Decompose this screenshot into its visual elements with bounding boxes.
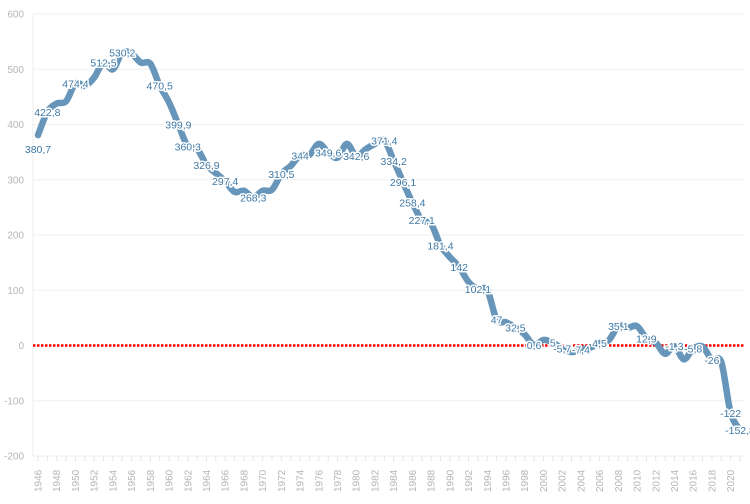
- x-tick-label: 2008: [614, 469, 625, 492]
- x-tick-label: 2018: [707, 469, 718, 492]
- x-tick-label: 1950: [71, 469, 82, 492]
- data-label: -122: [720, 408, 741, 420]
- data-label: 47: [491, 315, 503, 327]
- x-tick-label: 1974: [296, 469, 307, 492]
- y-tick-label: 300: [7, 175, 24, 186]
- data-label: 142: [450, 262, 468, 274]
- x-tick-label: 1972: [277, 469, 288, 492]
- data-label: 342,6: [343, 151, 369, 163]
- x-tick-label: 2010: [633, 469, 644, 492]
- data-label: 5: [550, 338, 556, 350]
- y-tick-label: 600: [7, 10, 24, 21]
- data-label: 371,4: [371, 135, 397, 147]
- x-tick-label: 2014: [670, 469, 681, 492]
- x-tick-label: 1982: [370, 469, 381, 492]
- y-tick-label: 400: [7, 120, 24, 131]
- x-tick-label: 2016: [689, 469, 700, 492]
- y-tick-label: -100: [4, 396, 24, 407]
- data-label: 470,5: [147, 81, 173, 93]
- x-tick-label: 1968: [239, 469, 250, 492]
- x-tick-label: 1996: [502, 469, 513, 492]
- data-label: 12,9: [636, 333, 657, 345]
- x-tick-label: 1952: [90, 469, 101, 492]
- y-tick-label: 200: [7, 231, 24, 242]
- x-tick-label: 1964: [202, 469, 213, 492]
- x-tick-label: 2000: [539, 469, 550, 492]
- data-label: 258,4: [399, 198, 425, 210]
- data-label: 422,8: [34, 107, 60, 119]
- y-tick-label: -200: [4, 452, 24, 463]
- data-label: 399,9: [165, 120, 191, 132]
- x-tick-label: 1978: [333, 469, 344, 492]
- data-label: -5,8: [684, 344, 702, 356]
- data-label: 349,6: [315, 147, 341, 159]
- data-label: 334,2: [381, 156, 407, 168]
- x-tick-label: 1984: [389, 469, 400, 492]
- data-label: 0,6: [527, 340, 542, 352]
- x-tick-label: 2004: [576, 469, 587, 492]
- x-tick-label: 2002: [558, 469, 569, 492]
- data-label: 326,9: [193, 160, 219, 172]
- x-tick-label: 1998: [520, 469, 531, 492]
- x-tick-label: 1966: [221, 469, 232, 492]
- series-line: [34, 48, 744, 434]
- x-tick-label: 1970: [258, 469, 269, 492]
- data-label: 344: [291, 150, 309, 162]
- x-tick-label: 1962: [183, 469, 194, 492]
- x-tick-label: 1958: [146, 469, 157, 492]
- data-label: 310,5: [268, 169, 294, 181]
- x-tick-label: 1946: [34, 469, 45, 492]
- x-tick-label: 2020: [726, 469, 737, 492]
- data-label: -1,3: [665, 341, 683, 353]
- data-label: 32,5: [505, 323, 526, 335]
- data-label: 4,5: [592, 338, 607, 350]
- data-label: 296,1: [390, 177, 416, 189]
- data-label: 512,5: [90, 57, 116, 69]
- data-label: 474,4: [62, 78, 88, 90]
- data-label: -152,8: [725, 425, 750, 437]
- x-tick-label: 1994: [483, 469, 494, 492]
- data-label: 35,1: [608, 321, 629, 333]
- data-label: 360,3: [175, 141, 201, 153]
- data-label: 102,1: [465, 284, 491, 296]
- data-label: 297,4: [212, 176, 238, 188]
- x-tick-label: 1948: [52, 469, 63, 492]
- x-tick-label: 1990: [445, 469, 456, 492]
- x-tick-label: 2006: [595, 469, 606, 492]
- x-tick-label: 1956: [127, 469, 138, 492]
- data-label: -5,7: [553, 344, 571, 356]
- x-tick-label: 1988: [427, 469, 438, 492]
- x-tick-label: 1986: [408, 469, 419, 492]
- y-tick-label: 100: [7, 286, 24, 297]
- data-label: 227,1: [409, 215, 435, 227]
- x-tick-label: 1960: [165, 469, 176, 492]
- data-label: 530,2: [109, 48, 135, 60]
- y-tick-label: 0: [18, 341, 24, 352]
- data-label: -26: [704, 355, 719, 367]
- data-label: 380,7: [25, 144, 51, 156]
- x-tick-label: 1992: [464, 469, 475, 492]
- y-tick-label: 500: [7, 65, 24, 76]
- x-tick-label: 2012: [651, 469, 662, 492]
- x-tick-label: 1980: [352, 469, 363, 492]
- x-tick-label: 1954: [108, 469, 119, 492]
- x-tick-label: 1976: [314, 469, 325, 492]
- data-label: -7,4: [572, 345, 590, 357]
- data-label: 181,4: [427, 240, 453, 252]
- data-label: 268,3: [240, 192, 266, 204]
